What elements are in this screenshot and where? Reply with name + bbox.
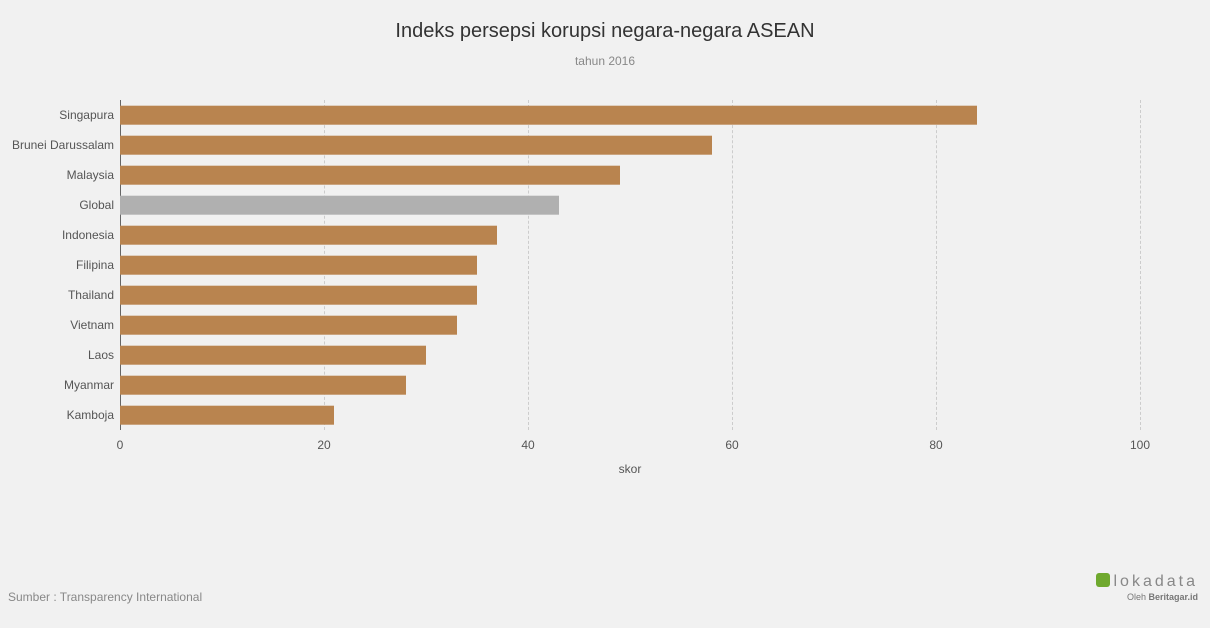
x-tick-label: 60 [725,438,738,452]
bar [120,316,457,335]
gridline [1140,100,1141,430]
bar [120,196,559,215]
bar [120,136,712,155]
source-text: Sumber : Transparency International [8,590,202,604]
bar [120,286,477,305]
gridline [936,100,937,430]
x-tick-label: 20 [317,438,330,452]
bar [120,256,477,275]
leaf-icon [1096,573,1110,587]
bar [120,106,977,125]
y-tick-label: Thailand [0,288,114,302]
y-tick-label: Kamboja [0,408,114,422]
y-tick-label: Laos [0,348,114,362]
y-tick-label: Myanmar [0,378,114,392]
brand-name: lokadata [1114,573,1199,590]
bar [120,376,406,395]
x-tick-label: 80 [929,438,942,452]
y-tick-label: Global [0,198,114,212]
brand-logo-top: lokadata [1096,573,1199,591]
y-tick-label: Brunei Darussalam [0,138,114,152]
y-axis-labels: Singapura Brunei Darussalam Malaysia Global… [0,100,114,430]
bar [120,226,497,245]
y-tick-label: Singapura [0,108,114,122]
gridline [732,100,733,430]
brand-logo-sub: Oleh Beritagar.id [1096,592,1199,602]
y-tick-label: Vietnam [0,318,114,332]
brand-sub-prefix: Oleh [1127,592,1149,602]
chart-title: Indeks persepsi korupsi negara-negara AS… [0,20,1210,43]
plot-area [120,100,1140,430]
bar [120,406,334,425]
x-tick-label: 100 [1130,438,1150,452]
y-tick-label: Malaysia [0,168,114,182]
page: Indeks persepsi korupsi negara-negara AS… [0,0,1210,628]
y-tick-label: Filipina [0,258,114,272]
bar [120,346,426,365]
x-tick-label: 0 [117,438,124,452]
chart-subtitle: tahun 2016 [0,54,1210,68]
brand-logo: lokadata Oleh Beritagar.id [1096,573,1199,602]
x-axis-title: skor [619,462,642,476]
x-tick-label: 40 [521,438,534,452]
y-tick-label: Indonesia [0,228,114,242]
brand-sub-bold: Beritagar.id [1148,592,1198,602]
bar [120,166,620,185]
